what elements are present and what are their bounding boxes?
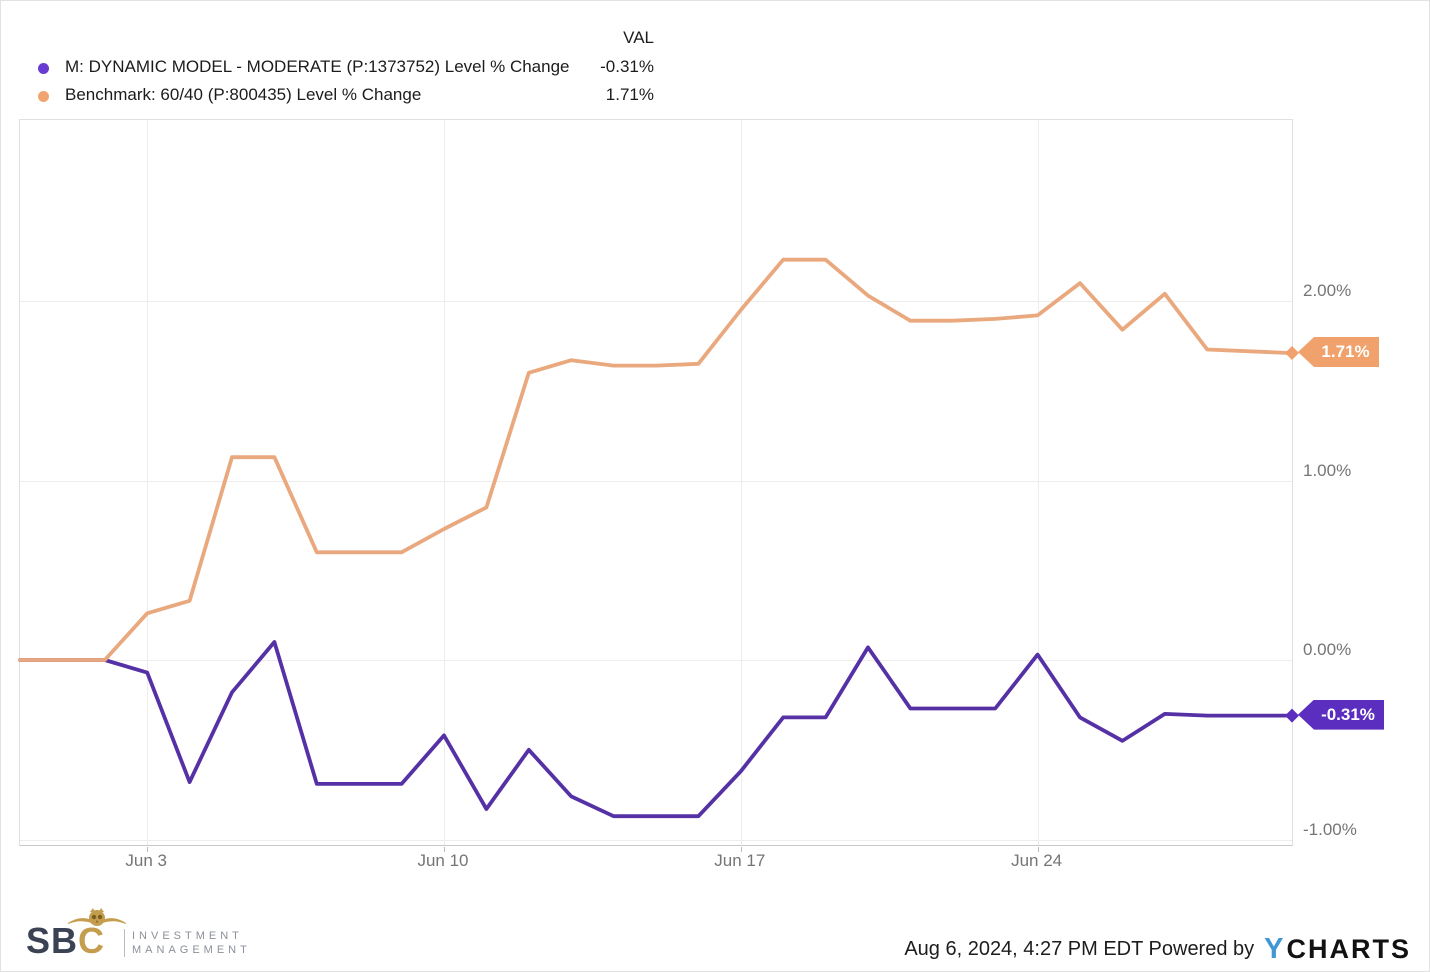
sbc-wordmark: SBC xyxy=(26,920,106,961)
sbc-logo: SBC INVESTMENT MANAGEMENT xyxy=(26,901,286,963)
legend-dot-moderate xyxy=(38,63,49,74)
legend-label-moderate[interactable]: M: DYNAMIC MODEL - MODERATE (P:1373752) … xyxy=(65,57,570,76)
footer-attribution: Aug 6, 2024, 4:27 PM EDT Powered by Y CHA… xyxy=(904,933,1411,966)
x-axis-tick xyxy=(1038,847,1039,852)
series-end-marker-1 xyxy=(1285,346,1299,361)
ycharts-y-icon: Y xyxy=(1264,933,1286,965)
legend-value-benchmark: 1.71% xyxy=(605,85,654,104)
owl-icon xyxy=(68,908,126,926)
ycharts-logo[interactable]: Y CHARTS xyxy=(1264,933,1411,966)
ycharts-wordmark: CHARTS xyxy=(1286,934,1411,964)
x-axis-label: Jun 3 xyxy=(125,851,167,870)
value-tag-1: 1.71% xyxy=(1298,337,1379,368)
series-svg xyxy=(18,257,1299,819)
sbc-subtitle-line1: INVESTMENT xyxy=(132,930,243,942)
legend-dot-benchmark xyxy=(38,91,49,102)
x-axis-tick xyxy=(444,847,445,852)
gridline-x-Jun-24 xyxy=(1038,120,1039,845)
sbc-subtitle-line2: MANAGEMENT xyxy=(132,944,251,956)
gridline-y--1.00% xyxy=(20,840,1292,841)
gridline-x-Jun-10 xyxy=(444,120,445,845)
gridline-y-0.00% xyxy=(20,660,1292,661)
value-tag-0: -0.31% xyxy=(1298,699,1384,730)
x-axis-tick xyxy=(147,847,148,852)
timestamp: Aug 6, 2024, 4:27 PM EDT Powered by xyxy=(904,938,1255,960)
gridline-y-1.00% xyxy=(20,481,1292,482)
sbc-subtitle: INVESTMENT MANAGEMENT xyxy=(124,929,251,957)
legend-label-benchmark[interactable]: Benchmark: 60/40 (P:800435) Level % Chan… xyxy=(65,85,422,104)
y-axis-label: 2.00% xyxy=(1303,281,1352,300)
series-line-0[interactable] xyxy=(18,640,1294,819)
gridline-x-Jun-17 xyxy=(741,120,742,845)
y-axis-label: 0.00% xyxy=(1303,640,1352,659)
legend-val-header: VAL xyxy=(623,28,654,47)
series-end-marker-0 xyxy=(1285,708,1299,723)
series-line-1[interactable] xyxy=(18,257,1294,662)
x-axis-tick xyxy=(741,847,742,852)
y-axis-label: 1.00% xyxy=(1303,460,1352,480)
plot-area[interactable] xyxy=(18,119,1299,852)
legend-value-moderate: -0.31% xyxy=(600,57,654,76)
x-axis-label: Jun 10 xyxy=(417,851,469,870)
y-axis-label: -1.00% xyxy=(1303,819,1357,839)
x-axis-label: Jun 24 xyxy=(1011,851,1063,870)
gridline-x-Jun-3 xyxy=(147,120,148,845)
gridline-y-2.00% xyxy=(20,301,1292,302)
x-axis-label: Jun 17 xyxy=(714,851,766,870)
